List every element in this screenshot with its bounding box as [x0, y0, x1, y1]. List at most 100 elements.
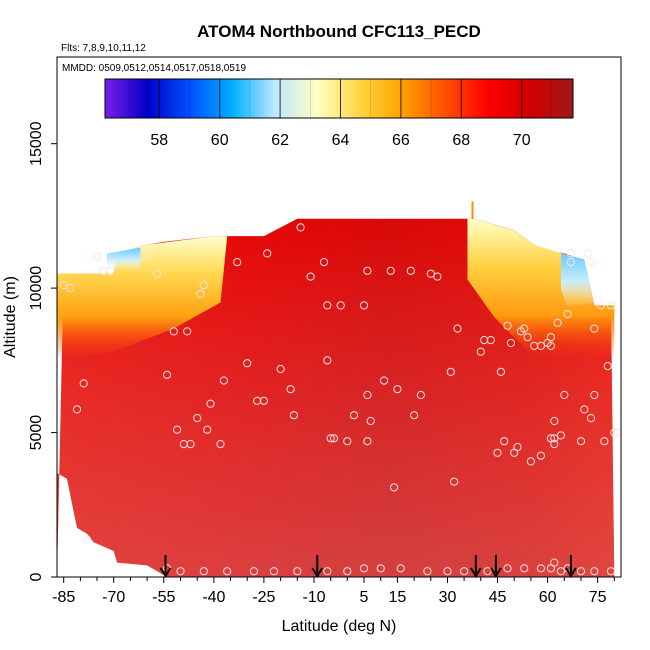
sample-point [486, 336, 495, 345]
sample-point [576, 437, 586, 446]
sample-point [396, 564, 405, 573]
y-tick-label: 15000 [28, 121, 45, 166]
sample-point [92, 252, 102, 261]
sample-point [450, 477, 459, 486]
flight-arrow-head [469, 567, 482, 578]
sample-point [386, 266, 395, 275]
sample-point [293, 567, 302, 576]
sample-point [263, 249, 272, 258]
west-upper-cap [57, 236, 228, 361]
sample-point [513, 442, 522, 452]
sample-point [206, 399, 215, 408]
x-tick-label: 5 [360, 589, 369, 606]
x-tick-label: 75 [589, 589, 607, 606]
sample-point [613, 428, 621, 437]
sample-point [153, 269, 162, 278]
colorbar-tick-label: 70 [513, 132, 531, 149]
upper-gradient-caps [57, 218, 615, 361]
colorbar-tick-label: 64 [332, 132, 350, 149]
sample-point [426, 269, 435, 278]
sample-point [606, 567, 616, 576]
sample-point [106, 266, 115, 275]
flight-arrow-head [159, 567, 172, 578]
y-tick-label: 10000 [28, 266, 45, 311]
sample-point [99, 266, 108, 275]
sample-point [596, 301, 606, 310]
sample-point [306, 272, 315, 281]
x-tick-label: -85 [52, 589, 75, 606]
x-tick-label: 60 [539, 589, 557, 606]
sample-point [586, 258, 596, 267]
sample-point [550, 434, 559, 443]
sample-point [199, 281, 208, 290]
sample-point [169, 327, 178, 336]
sample-point [196, 289, 205, 298]
sample-point [546, 333, 556, 342]
sample-point [216, 440, 225, 449]
sample-point [193, 414, 202, 423]
sample-point [586, 414, 596, 423]
sample-point [259, 396, 268, 405]
sample-point [480, 336, 489, 345]
sample-point [606, 301, 616, 310]
colorbar-tick-label: 66 [392, 132, 410, 149]
sample-point [203, 425, 212, 434]
x-tick-label: -40 [202, 589, 225, 606]
sample-point [520, 564, 529, 573]
sample-point [363, 437, 372, 446]
sample-point [506, 338, 515, 348]
x-tick-label: -25 [252, 589, 275, 606]
sample-point [173, 425, 182, 434]
sample-point [363, 266, 372, 275]
sample-point [329, 434, 339, 443]
sample-point [536, 564, 546, 573]
sample-point [453, 324, 462, 333]
sample-point [199, 567, 208, 576]
data-field [57, 218, 621, 577]
sample-point [366, 416, 375, 426]
dates-subtitle: MMDD: 0509,0512,0514,0517,0518,0519 [62, 63, 246, 74]
flight-arrows [159, 555, 577, 578]
sample-point [223, 567, 232, 576]
sample-point [566, 249, 576, 258]
sample-point [343, 567, 352, 576]
colorbar-tick-label: 62 [271, 132, 289, 149]
sample-point [563, 310, 572, 319]
sample-point [590, 390, 599, 400]
sample-point [183, 327, 192, 336]
sample-point [359, 301, 369, 310]
sample-point [460, 567, 469, 576]
y-axis-label: Altitude (m) [2, 276, 19, 358]
sample-point [580, 405, 589, 414]
flight-arrow-head [490, 567, 502, 578]
sample-point [423, 567, 432, 576]
sample-point [560, 390, 569, 400]
sample-point [503, 564, 512, 573]
sample-point [219, 376, 228, 385]
sample-point [600, 437, 609, 446]
sample-point [550, 440, 559, 449]
sample-point [276, 364, 285, 374]
sample-point [349, 411, 359, 420]
sample-point [496, 367, 505, 376]
sample-point [503, 321, 512, 330]
colorbar-tick-label: 58 [150, 132, 168, 149]
y-axis: 0 5000 10000 15000 [28, 121, 57, 581]
sample-point [269, 567, 278, 576]
sample-point [323, 567, 332, 576]
sample-point [323, 301, 332, 310]
sample-point [59, 281, 68, 290]
sample-point [323, 356, 332, 365]
sample-point [523, 333, 532, 342]
sample-point [610, 428, 619, 437]
sample-point [319, 258, 329, 267]
y-tick-label: 0 [28, 572, 45, 581]
y-tick-label: 5000 [28, 415, 45, 451]
sample-point [326, 434, 335, 443]
chart-title: ATOM4 Northbound CFC113_PECD [197, 22, 481, 41]
east-upper-cap [467, 218, 615, 358]
sample-point [176, 567, 185, 576]
flight-arrow-head [311, 567, 324, 578]
x-tick-label: -10 [302, 589, 325, 606]
east-blue-patch [560, 253, 595, 309]
